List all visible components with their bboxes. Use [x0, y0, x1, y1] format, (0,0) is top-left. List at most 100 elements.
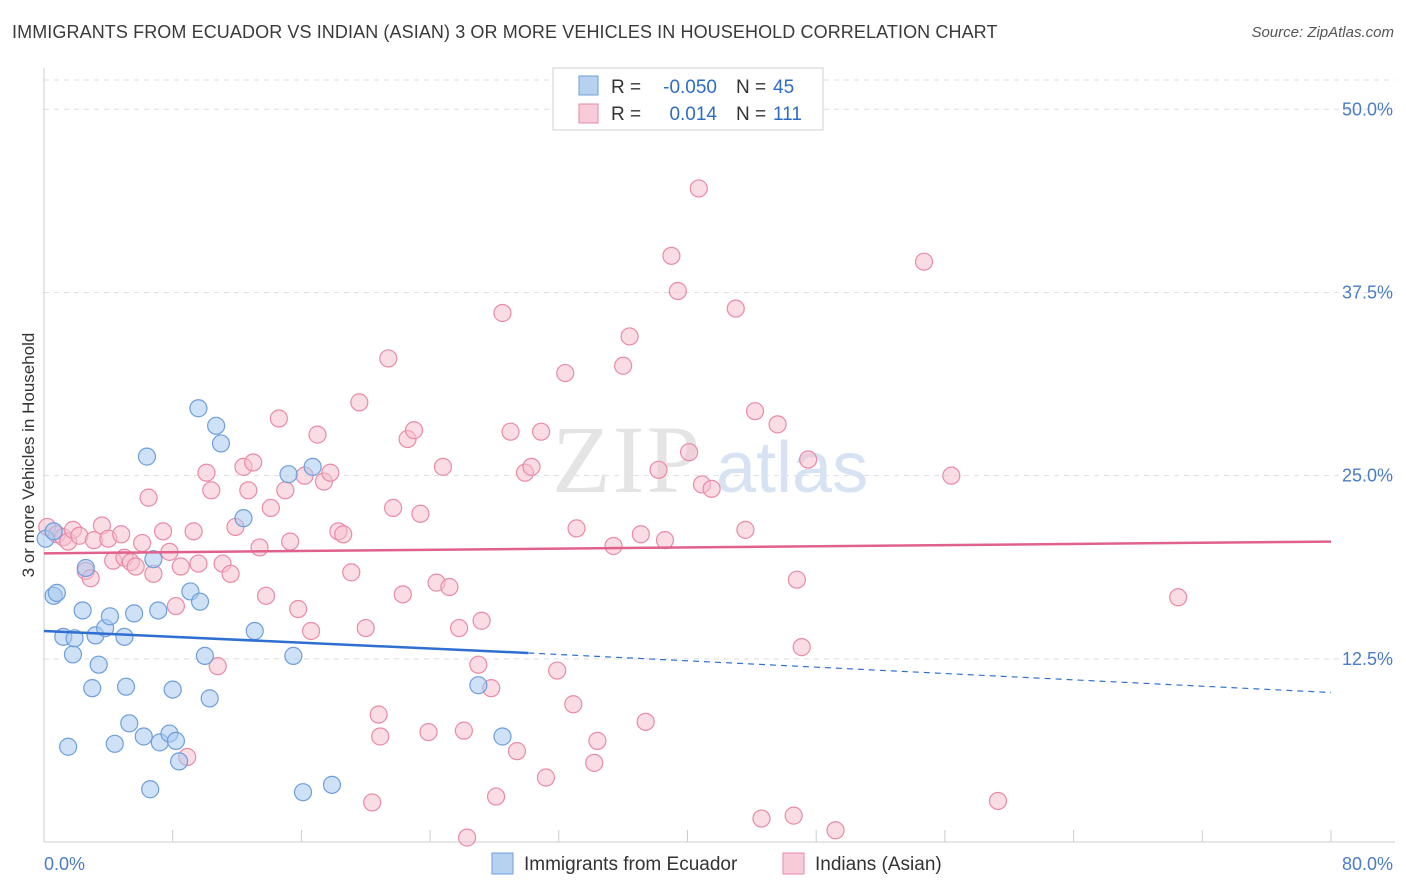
- indians-asian-point-106: [799, 450, 818, 469]
- y-tick-labels: 12.5% 25.0% 37.5% 50.0%: [1342, 99, 1393, 669]
- ecuador-point-36: [211, 434, 231, 453]
- indians-asian-point-71: [486, 787, 506, 806]
- indians-asian-point-93: [668, 281, 687, 301]
- bottom-legend-label-pink: Indians (Asian): [815, 854, 942, 875]
- indians-asian-point-50: [350, 393, 369, 412]
- indians-asian-point-101: [752, 809, 771, 828]
- ecuador-point-33: [195, 646, 214, 665]
- bottom-legend-swatch-pink: [782, 852, 805, 875]
- indians-asian-point-53: [369, 705, 388, 724]
- indians-asian-point-73: [501, 422, 520, 441]
- bottom-legend-swatch-blue: [491, 852, 514, 875]
- indians-asian-point-37: [261, 498, 280, 517]
- ecuador-point-23: [144, 550, 163, 569]
- indians-asian-point-51: [356, 618, 375, 638]
- axes: [43, 68, 1395, 843]
- indians-asian-point-74: [507, 742, 527, 761]
- trend-line-ecuador: [43, 629, 529, 655]
- indians-asian-point-69: [472, 611, 491, 630]
- ecuador-point-39: [279, 465, 298, 484]
- ecuador-point-18: [120, 714, 139, 733]
- legend-r-value-2: 0.014: [669, 104, 717, 125]
- ecuador-point-40: [284, 646, 303, 665]
- ecuador-point-35: [207, 416, 226, 435]
- indians-asian-point-33: [239, 481, 258, 500]
- legend-box: R = -0.050 N = 45 R = 0.014 N = 111: [552, 67, 824, 131]
- ecuador-point-14: [100, 607, 120, 626]
- y-tick-label-2: 37.5%: [1342, 282, 1393, 302]
- indians-asian-point-12: [112, 525, 131, 544]
- y-tick-label-3: 50.0%: [1342, 99, 1393, 119]
- legend-n-label-1: N =: [736, 77, 766, 98]
- indians-asian-point-85: [604, 536, 623, 556]
- y-tick-label-0: 12.5%: [1342, 649, 1393, 669]
- legend-r-label-1: R =: [611, 77, 641, 98]
- indians-asian-point-103: [784, 806, 803, 825]
- ecuador-point-16: [115, 627, 134, 646]
- indians-asian-point-77: [532, 422, 551, 441]
- ecuador-point-19: [124, 604, 144, 623]
- indians-asian-point-60: [411, 504, 430, 523]
- legend-swatch-pink: [578, 103, 599, 124]
- legend-n-value-1: 45: [773, 77, 794, 98]
- indians-asian-point-81: [564, 695, 583, 714]
- source-credit: Source: ZipAtlas.com: [1251, 24, 1394, 41]
- indians-asian-point-76: [522, 457, 541, 476]
- indians-asian-point-59: [404, 421, 424, 440]
- legend-r-value-1: -0.050: [663, 77, 717, 98]
- ecuador-point-41: [293, 783, 313, 802]
- ecuador-point-45: [493, 727, 512, 746]
- ecuador-point-27: [163, 680, 182, 699]
- indians-asian-point-17: [139, 488, 158, 507]
- indians-asian-point-30: [221, 564, 240, 583]
- indians-asian-point-63: [433, 457, 453, 476]
- indians-asian-point-55: [379, 349, 398, 368]
- indians-asian-point-28: [208, 657, 227, 676]
- series-indians-asian: [38, 179, 1188, 847]
- trend-line-ecuador-extension: [528, 652, 1332, 694]
- indians-asian-point-97: [702, 479, 721, 498]
- x-tick-label-1: 80.0%: [1342, 854, 1393, 874]
- indians-asian-point-94: [680, 443, 699, 462]
- indians-asian-point-98: [726, 299, 745, 318]
- ecuador-point-15: [105, 734, 124, 753]
- indians-asian-point-88: [631, 525, 650, 544]
- indians-asian-point-79: [548, 661, 567, 680]
- x-tick-labels: 0.0% 80.0%: [44, 854, 1393, 874]
- indians-asian-point-87: [620, 327, 639, 346]
- indians-asian-point-83: [585, 753, 604, 772]
- y-tick-label-1: 25.0%: [1342, 466, 1393, 486]
- indians-asian-point-26: [197, 463, 216, 482]
- series-immigrants-ecuador: [36, 399, 512, 802]
- indians-asian-point-21: [166, 596, 186, 616]
- indians-asian-point-78: [536, 768, 556, 787]
- indians-asian-point-105: [792, 638, 811, 657]
- indians-asian-point-61: [419, 722, 438, 742]
- watermark: ZIP atlas: [552, 406, 868, 513]
- indians-asian-point-46: [321, 463, 340, 482]
- indians-asian-point-19: [153, 522, 173, 541]
- indians-asian-point-44: [308, 425, 327, 444]
- ecuador-point-43: [322, 775, 342, 794]
- indians-asian-point-110: [988, 791, 1008, 811]
- indians-asian-point-52: [363, 793, 382, 812]
- indians-asian-point-102: [768, 415, 787, 434]
- watermark-zip: ZIP: [552, 406, 702, 513]
- ecuador-point-44: [469, 676, 488, 695]
- indians-asian-point-54: [371, 727, 390, 746]
- chart-title: IMMIGRANTS FROM ECUADOR VS INDIAN (ASIAN…: [12, 22, 998, 42]
- indians-asian-point-80: [556, 363, 575, 383]
- indians-asian-point-27: [202, 481, 221, 500]
- indians-asian-point-22: [171, 557, 190, 576]
- ecuador-point-31: [189, 399, 208, 418]
- ecuador-point-6: [63, 645, 83, 664]
- ecuador-point-17: [116, 677, 136, 696]
- watermark-atlas: atlas: [716, 428, 868, 508]
- indians-asian-point-104: [787, 570, 806, 589]
- trend-lines: [43, 540, 1332, 694]
- indians-asian-point-72: [493, 303, 512, 323]
- indians-asian-point-38: [269, 409, 288, 428]
- indians-asian-point-95: [689, 179, 708, 198]
- ecuador-point-20: [134, 727, 153, 746]
- indians-asian-point-25: [189, 554, 208, 573]
